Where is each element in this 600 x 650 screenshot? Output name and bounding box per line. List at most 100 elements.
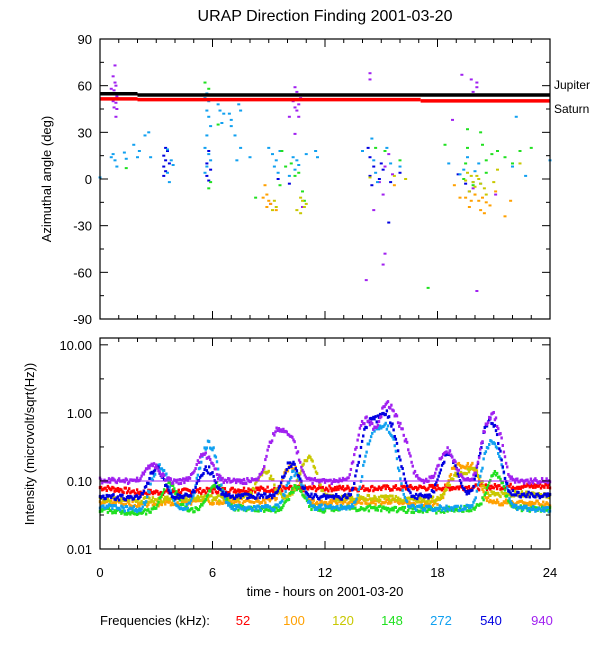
- azimuth-point-272: [218, 109, 222, 112]
- azimuth-point-272: [124, 157, 128, 160]
- azimuth-point-540: [207, 179, 211, 182]
- azimuth-point-100: [494, 190, 498, 193]
- intensity-point-52: [454, 487, 457, 491]
- azimuth-point-540: [287, 182, 291, 185]
- intensity-point-120: [547, 496, 551, 500]
- intensity-point-52: [203, 489, 206, 493]
- azimuth-point-148: [462, 178, 466, 180]
- time-x-axis-label: time - hours on 2001-03-20: [247, 584, 404, 599]
- intensity-point-540: [293, 462, 296, 466]
- frequency-legend: Frequencies (kHz): 52 100 120 148 272 540 940: [100, 613, 553, 628]
- intensity-point-120: [275, 487, 278, 491]
- intensity-point-940: [138, 478, 141, 482]
- intensity-point-540: [303, 486, 306, 490]
- intensity-point-940: [479, 447, 482, 451]
- intensity-point-120: [448, 483, 452, 487]
- azimuth-point-100: [481, 196, 484, 199]
- intensity-point-940: [122, 478, 125, 482]
- intensity-point-148: [292, 490, 295, 494]
- intensity-point-148: [506, 494, 509, 498]
- intensity-point-940: [310, 477, 313, 481]
- intensity-point-540: [246, 496, 249, 500]
- intensity-point-52: [204, 491, 207, 495]
- azimuth-point-120: [482, 187, 486, 190]
- intensity-point-52: [159, 490, 162, 494]
- azimuth-point-100: [267, 199, 271, 202]
- intensity-point-52: [255, 486, 258, 490]
- intensity-point-52: [165, 489, 168, 493]
- azimuth-point-120: [469, 174, 473, 177]
- intensity-point-272: [211, 448, 214, 452]
- intensity-point-120: [302, 462, 305, 466]
- intensity-point-272: [356, 493, 359, 497]
- azimuth-point-940: [475, 86, 479, 89]
- intensity-point-540: [116, 495, 120, 499]
- intensity-point-940: [477, 456, 481, 460]
- intensity-point-100: [481, 488, 484, 492]
- intensity-point-148: [205, 494, 209, 498]
- intensity-point-52: [231, 486, 234, 490]
- intensity-point-940: [185, 476, 188, 480]
- intensity-point-52: [125, 491, 129, 495]
- intensity-point-940: [375, 425, 378, 429]
- intensity-point-540: [526, 492, 529, 496]
- intensity-point-940: [507, 472, 510, 476]
- intensity-point-540: [499, 449, 502, 453]
- intensity-point-52: [450, 487, 454, 491]
- azimuth-point-148: [302, 199, 306, 202]
- intensity-point-940: [192, 471, 195, 475]
- intensity-point-272: [146, 495, 149, 499]
- intensity-point-272: [386, 424, 390, 428]
- intensity-point-940: [117, 477, 121, 481]
- azimuth-point-272: [287, 174, 291, 177]
- intensity-point-940: [266, 448, 269, 452]
- azimuth-point-272: [447, 162, 451, 165]
- intensity-point-52: [427, 486, 430, 490]
- intensity-point-940: [330, 482, 333, 486]
- intensity-point-540: [178, 493, 182, 497]
- intensity-point-940: [224, 478, 228, 482]
- intensity-point-100: [315, 500, 319, 504]
- intensity-point-540: [223, 494, 227, 498]
- intensity-point-540: [323, 494, 327, 498]
- intensity-series-940: [98, 400, 552, 486]
- intensity-point-272: [364, 454, 367, 458]
- intensity-point-940: [245, 481, 248, 485]
- frequency-legend-item-540: 540: [480, 613, 502, 628]
- intensity-point-540: [194, 486, 197, 490]
- intensity-point-540: [358, 454, 362, 458]
- intensity-point-940: [357, 433, 360, 437]
- azimuth-point-940: [297, 115, 301, 118]
- intensity-point-940: [317, 478, 320, 482]
- intensity-point-100: [160, 503, 164, 507]
- intensity-point-940: [272, 432, 275, 436]
- azimuth-point-272: [136, 156, 139, 159]
- intensity-point-940: [363, 422, 366, 426]
- intensity-point-120: [162, 497, 166, 501]
- intensity-point-272: [229, 505, 232, 509]
- azimuth-point-272: [209, 159, 213, 162]
- intensity-point-540: [439, 468, 443, 472]
- intensity-point-540: [332, 496, 336, 500]
- time-x-tick-label: 6: [209, 565, 216, 580]
- intensity-point-540: [315, 495, 319, 499]
- intensity-point-120: [486, 491, 490, 495]
- intensity-point-52: [246, 490, 249, 494]
- intensity-point-52: [531, 485, 535, 489]
- intensity-point-940: [402, 433, 405, 437]
- azimuth-point-940: [111, 100, 115, 103]
- intensity-point-120: [348, 495, 351, 499]
- intensity-point-272: [191, 496, 194, 500]
- intensity-point-148: [162, 488, 166, 492]
- intensity-point-148: [157, 500, 160, 504]
- intensity-point-540: [340, 497, 344, 501]
- intensity-point-148: [257, 509, 260, 513]
- intensity-point-272: [420, 503, 423, 507]
- intensity-point-272: [393, 444, 396, 448]
- azimuth-point-272: [166, 148, 169, 151]
- intensity-point-540: [195, 481, 198, 485]
- intensity-point-540: [321, 494, 324, 498]
- intensity-point-540: [466, 489, 470, 493]
- intensity-point-120: [159, 500, 162, 504]
- intensity-point-540: [463, 487, 466, 491]
